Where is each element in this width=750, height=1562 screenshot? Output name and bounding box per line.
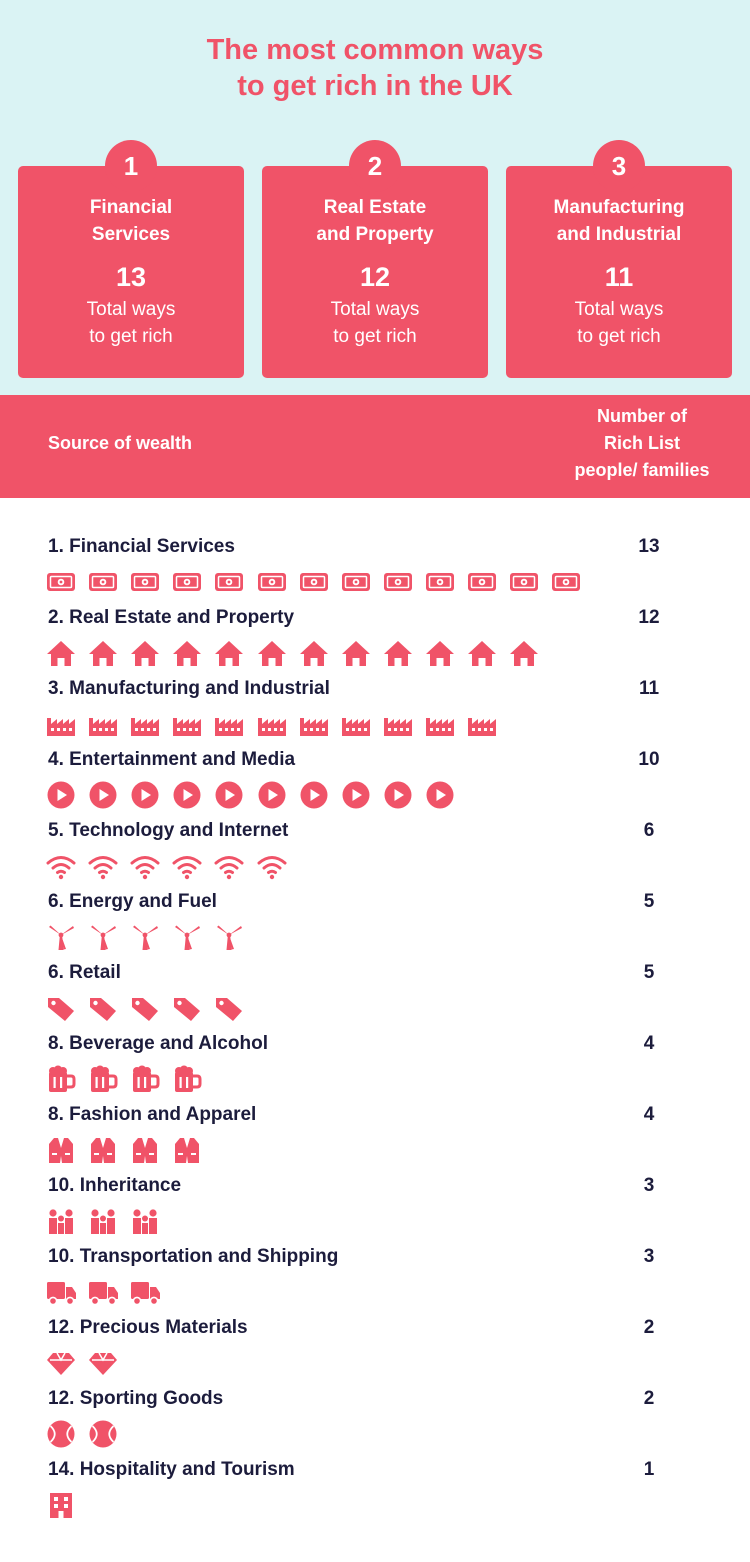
source-column-header: Source of wealth xyxy=(48,433,193,453)
top-card-2: 2 Real Estate and Property 12 Total ways… xyxy=(262,140,488,378)
table-row: 1. Financial Services 13 xyxy=(0,534,750,605)
card-value: 12 xyxy=(359,262,391,292)
page-title: The most common ways to get rich in the … xyxy=(0,32,750,104)
top-card-1: 1 Financial Services 13 Total ways to ge… xyxy=(18,140,244,378)
category-label: 8. Fashion and Apparel xyxy=(48,1104,257,1125)
card-category: Financial Services xyxy=(89,197,173,245)
title-line-1: The most common ways xyxy=(206,34,544,66)
category-count: 1 xyxy=(643,1459,655,1480)
table-row: 12. Precious Materials 2 xyxy=(0,1315,750,1386)
table-row: 10. Transportation and Shipping 3 xyxy=(0,1244,750,1315)
count-column-header: Number of Rich List people/ families xyxy=(574,406,710,480)
card-caption: Total ways to get rich xyxy=(330,299,420,347)
category-label: 2. Real Estate and Property xyxy=(48,607,295,628)
table-row: 4. Entertainment and Media 10 xyxy=(0,747,750,818)
card-value: 13 xyxy=(115,262,147,292)
category-label: 12. Precious Materials xyxy=(48,1317,248,1338)
category-count: 12 xyxy=(638,607,660,628)
category-label: 10. Inheritance xyxy=(48,1175,182,1196)
table-row: 2. Real Estate and Property 12 xyxy=(0,605,750,676)
card-caption: Total ways to get rich xyxy=(86,299,176,347)
category-count: 13 xyxy=(638,536,660,557)
category-count: 2 xyxy=(643,1388,655,1409)
category-label: 1. Financial Services xyxy=(48,536,235,557)
category-label: 5. Technology and Internet xyxy=(48,820,289,841)
category-count: 4 xyxy=(643,1033,655,1054)
rank-badge: 2 xyxy=(349,140,401,192)
table-row: 10. Inheritance 3 xyxy=(0,1173,750,1244)
top-card-3: 3 Manufacturing and Industrial 11 Total … xyxy=(506,140,732,378)
category-count: 5 xyxy=(643,962,655,983)
title-line-2: to get rich in the UK xyxy=(237,70,513,102)
category-count: 5 xyxy=(643,891,655,912)
table-row: 8. Beverage and Alcohol 4 xyxy=(0,1031,750,1102)
category-label: 4. Entertainment and Media xyxy=(48,749,296,770)
card-value: 11 xyxy=(604,262,634,292)
category-count: 6 xyxy=(643,820,655,841)
category-count: 10 xyxy=(638,749,660,770)
category-label: 12. Sporting Goods xyxy=(48,1388,224,1409)
category-label: 6. Retail xyxy=(48,962,121,983)
card-category: Manufacturing and Industrial xyxy=(553,197,685,245)
table-row: 6. Retail 5 xyxy=(0,960,750,1031)
category-label: 3. Manufacturing and Industrial xyxy=(48,678,330,699)
table-header: Source of wealth Number of Rich List peo… xyxy=(0,395,750,498)
table-row: 14. Hospitality and Tourism 1 xyxy=(0,1457,750,1528)
category-count: 2 xyxy=(643,1317,655,1338)
category-count: 3 xyxy=(643,1175,655,1196)
category-count: 4 xyxy=(643,1104,655,1125)
rank-badge: 3 xyxy=(593,140,645,192)
table-row: 6. Energy and Fuel 5 xyxy=(0,889,750,960)
category-count: 11 xyxy=(638,678,660,699)
card-caption: Total ways to get rich xyxy=(574,299,664,347)
rank-badge: 1 xyxy=(105,140,157,192)
category-label: 14. Hospitality and Tourism xyxy=(48,1459,295,1480)
category-label: 6. Energy and Fuel xyxy=(48,891,217,912)
card-category: Real Estate and Property xyxy=(316,197,434,245)
category-count: 3 xyxy=(643,1246,655,1267)
table-row: 3. Manufacturing and Industrial 11 xyxy=(0,676,750,747)
category-label: 10. Transportation and Shipping xyxy=(48,1246,339,1267)
table-row: 5. Technology and Internet 6 xyxy=(0,818,750,889)
category-label: 8. Beverage and Alcohol xyxy=(48,1033,268,1054)
table-row: 8. Fashion and Apparel 4 xyxy=(0,1102,750,1173)
header-panel: The most common ways to get rich in the … xyxy=(0,0,750,395)
table-row: 12. Sporting Goods 2 xyxy=(0,1386,750,1457)
